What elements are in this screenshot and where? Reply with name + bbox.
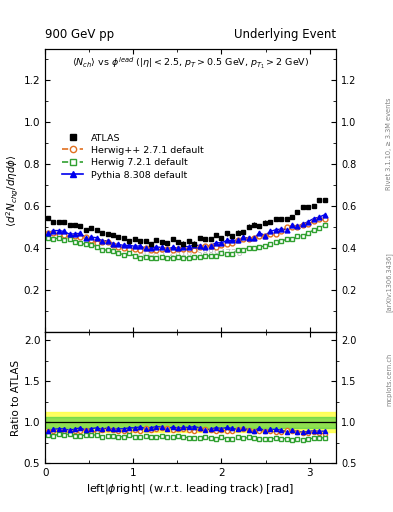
Bar	[45, 417, 336, 428]
Text: Underlying Event: Underlying Event	[234, 28, 336, 41]
Text: ATLAS_2010_S8894728: ATLAS_2010_S8894728	[138, 248, 243, 257]
Text: 900 GeV pp: 900 GeV pp	[45, 28, 114, 41]
Text: $\langle N_{ch}\rangle$ vs $\phi^{lead}$ ($|\eta| < 2.5$, $p_T > 0.5$ GeV, $p_{T: $\langle N_{ch}\rangle$ vs $\phi^{lead}$…	[72, 56, 309, 71]
Text: [arXiv:1306.3436]: [arXiv:1306.3436]	[386, 252, 393, 311]
Y-axis label: Ratio to ATLAS: Ratio to ATLAS	[11, 359, 21, 436]
Bar	[45, 412, 336, 432]
Text: Rivet 3.1.10, ≥ 3.3M events: Rivet 3.1.10, ≥ 3.3M events	[386, 97, 392, 189]
X-axis label: left$|\phi$right$|$ (w.r.t. leading track) [rad]: left$|\phi$right$|$ (w.r.t. leading trac…	[86, 482, 295, 497]
Legend: ATLAS, Herwig++ 2.7.1 default, Herwig 7.2.1 default, Pythia 8.308 default: ATLAS, Herwig++ 2.7.1 default, Herwig 7.…	[59, 130, 207, 183]
Text: mcplots.cern.ch: mcplots.cern.ch	[386, 352, 392, 406]
Y-axis label: $\langle d^2 N_{chg}/d\eta d\phi\rangle$: $\langle d^2 N_{chg}/d\eta d\phi\rangle$	[5, 154, 21, 227]
